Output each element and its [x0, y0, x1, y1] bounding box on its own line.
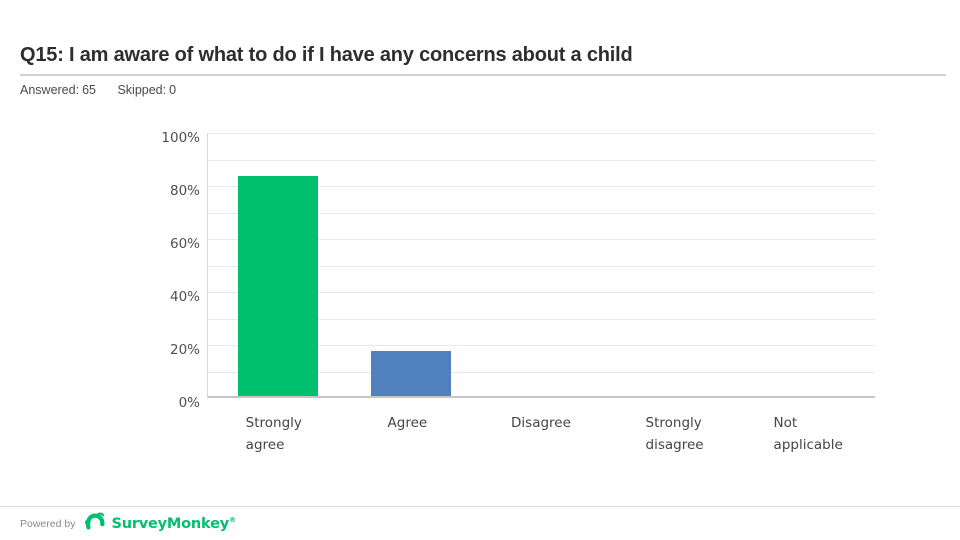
gridline: [208, 133, 875, 134]
gridline: [208, 239, 875, 240]
surveymonkey-logo-link[interactable]: SurveyMonkey®: [84, 512, 236, 535]
y-axis-tick-label: 0%: [178, 395, 200, 411]
registered-mark: ®: [228, 515, 236, 524]
x-axis-category-cell: Disagree: [474, 412, 608, 456]
chart-bar-strongly-agree: [237, 175, 318, 396]
gridline: [208, 292, 875, 293]
answered-stat: Answered: 65: [20, 83, 96, 97]
chart-bar-agree: [371, 351, 452, 396]
gridline: [208, 186, 875, 187]
plot-area: [207, 133, 875, 398]
answered-label: Answered:: [20, 83, 80, 97]
x-axis-category-cell: Strongly disagree: [608, 412, 742, 456]
skipped-stat: Skipped: 0: [117, 83, 176, 97]
y-axis-tick-label: 100%: [161, 130, 200, 146]
footer: Powered by SurveyMonkey®: [0, 506, 960, 540]
page-title: Q15: I am aware of what to do if I have …: [20, 44, 633, 66]
gridline: [208, 159, 875, 161]
y-axis-tick-label: 40%: [169, 289, 200, 305]
surveymonkey-wordmark: SurveyMonkey®: [111, 515, 236, 532]
x-axis: Strongly agree Agree Disagree Strongly disa…: [207, 412, 875, 456]
powered-by-label: Powered by: [20, 517, 76, 530]
y-axis-tick-label: 20%: [169, 342, 200, 358]
x-axis-category-cell: Not applicable: [741, 412, 875, 456]
x-axis-category-label: Strongly disagree: [645, 415, 704, 453]
gridline: [208, 318, 875, 320]
title-divider: [20, 74, 946, 76]
skipped-label: Skipped:: [117, 83, 167, 97]
gridline: [208, 345, 875, 346]
response-stats: Answered: 65 Skipped: 0: [20, 83, 194, 97]
skipped-value: 0: [169, 83, 177, 97]
y-axis-tick-label: 60%: [169, 236, 200, 252]
y-axis-tick-label: 80%: [169, 183, 200, 199]
x-axis-category-cell: Agree: [341, 412, 475, 456]
surveymonkey-monkey-icon: [84, 512, 106, 535]
gridline: [208, 212, 875, 214]
answered-value: 65: [82, 83, 96, 97]
x-axis-category-label: Strongly agree: [245, 415, 302, 453]
y-axis: 100% 80% 60% 40% 20% 0%: [0, 130, 200, 411]
x-axis-category-cell: Strongly agree: [207, 412, 341, 456]
gridline: [208, 371, 875, 373]
x-axis-category-label: Disagree: [511, 415, 571, 431]
x-axis-category-label: Not applicable: [773, 415, 843, 453]
x-axis-category-label: Agree: [387, 415, 428, 431]
bar-chart: 100% 80% 60% 40% 20% 0% Strongly agree Agree Di…: [0, 130, 875, 456]
gridline: [208, 265, 875, 267]
